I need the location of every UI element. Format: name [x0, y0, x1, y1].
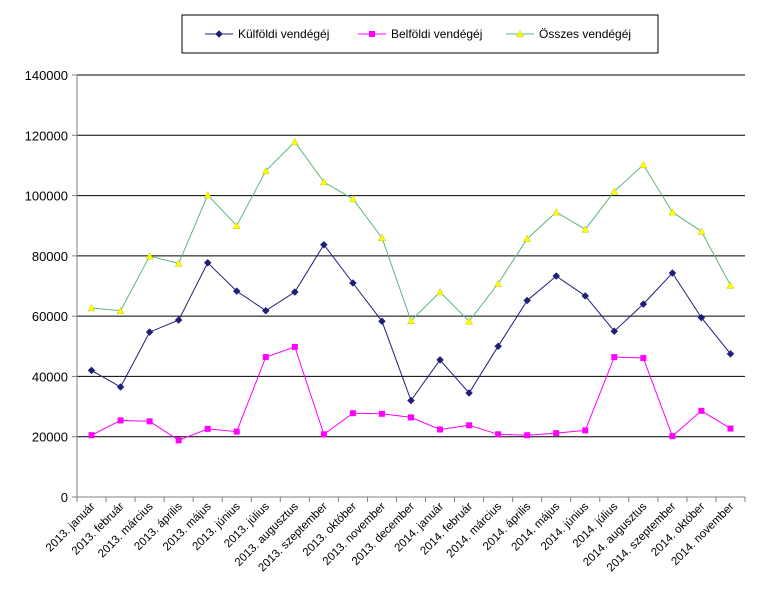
- data-point: [494, 279, 502, 287]
- data-point: [349, 410, 356, 417]
- y-tick-label: 20000: [32, 430, 68, 445]
- y-tick-label: 60000: [32, 309, 68, 324]
- data-point: [553, 430, 560, 437]
- data-point: [320, 240, 328, 249]
- data-point: [640, 355, 647, 362]
- data-point: [290, 288, 299, 296]
- x-tick-label: 2013. január: [44, 501, 98, 555]
- data-point: [610, 187, 619, 195]
- gridlines: [77, 74, 745, 497]
- legend-label: Belföldi vendégéj: [391, 27, 482, 41]
- data-point: [203, 191, 212, 199]
- legend-marker: [215, 30, 223, 38]
- legend: Külföldi vendégéj Belföldi vendégéj Összes…: [181, 14, 659, 54]
- data-point: [291, 343, 298, 350]
- data-point: [262, 354, 269, 361]
- series-0: [87, 240, 735, 405]
- data-point: [552, 208, 561, 216]
- data-point: [232, 287, 241, 295]
- data-point: [116, 306, 125, 314]
- data-point: [639, 300, 648, 308]
- data-point: [726, 281, 735, 289]
- data-point: [320, 431, 327, 438]
- data-point: [378, 317, 386, 326]
- data-point: [408, 414, 414, 421]
- data-point: [581, 225, 590, 233]
- y-tick-label: 120000: [25, 128, 68, 143]
- data-point: [88, 432, 95, 439]
- data-point: [523, 296, 532, 305]
- data-point: [494, 342, 502, 351]
- data-point: [465, 389, 473, 397]
- data-point: [174, 316, 183, 324]
- data-point: [582, 427, 589, 434]
- data-point: [727, 425, 734, 432]
- data-point: [175, 437, 182, 444]
- data-point: [320, 178, 328, 186]
- data-point: [465, 317, 473, 325]
- data-point: [117, 417, 124, 424]
- data-point: [610, 327, 619, 336]
- data-point: [407, 316, 415, 324]
- legend-label: Összes vendégéj: [539, 27, 631, 41]
- data-point: [290, 137, 299, 146]
- data-point: [378, 233, 386, 241]
- data-point: [349, 194, 357, 203]
- data-point: [668, 269, 677, 277]
- data-point: [552, 272, 561, 280]
- data-point: [87, 366, 96, 375]
- data-point: [436, 355, 444, 364]
- y-tick-label: 0: [61, 490, 68, 505]
- data-point: [232, 221, 241, 229]
- y-axis: 0 20000 40000 60000 80000 100000 120000 140000: [25, 68, 78, 505]
- legend-marker: [516, 30, 524, 38]
- data-point: [581, 292, 590, 300]
- data-point: [145, 252, 154, 260]
- series-2: [87, 137, 735, 325]
- data-point: [146, 418, 153, 425]
- y-tick-label: 100000: [25, 189, 68, 204]
- data-point: [437, 426, 444, 433]
- data-point: [261, 166, 270, 175]
- data-point: [524, 432, 531, 439]
- data-point: [669, 433, 676, 440]
- series-group: [87, 137, 735, 444]
- legend-label: Külföldi vendégéj: [238, 27, 329, 41]
- y-tick-label: 140000: [25, 68, 68, 83]
- data-point: [261, 306, 270, 315]
- data-point: [233, 428, 240, 435]
- data-point: [495, 431, 502, 438]
- data-point: [349, 279, 357, 287]
- data-point: [466, 422, 473, 429]
- data-point: [611, 354, 618, 361]
- y-tick-label: 40000: [32, 369, 68, 384]
- plot-area: [77, 75, 745, 497]
- legend-marker: [369, 31, 375, 37]
- data-point: [726, 349, 735, 358]
- data-point: [639, 160, 648, 169]
- data-point: [116, 383, 125, 391]
- data-point: [203, 258, 212, 267]
- data-point: [145, 328, 154, 336]
- data-point: [697, 313, 706, 322]
- data-point: [174, 259, 183, 267]
- series-1: [88, 343, 734, 444]
- data-point: [204, 425, 211, 432]
- data-point: [697, 227, 706, 235]
- data-point: [698, 407, 705, 414]
- data-point: [87, 304, 96, 312]
- y-tick-label: 80000: [32, 249, 68, 264]
- data-point: [436, 288, 444, 296]
- legend-box: [181, 14, 659, 54]
- data-point: [668, 208, 677, 216]
- data-point: [378, 410, 385, 417]
- data-point: [523, 234, 532, 242]
- data-point: [407, 396, 415, 405]
